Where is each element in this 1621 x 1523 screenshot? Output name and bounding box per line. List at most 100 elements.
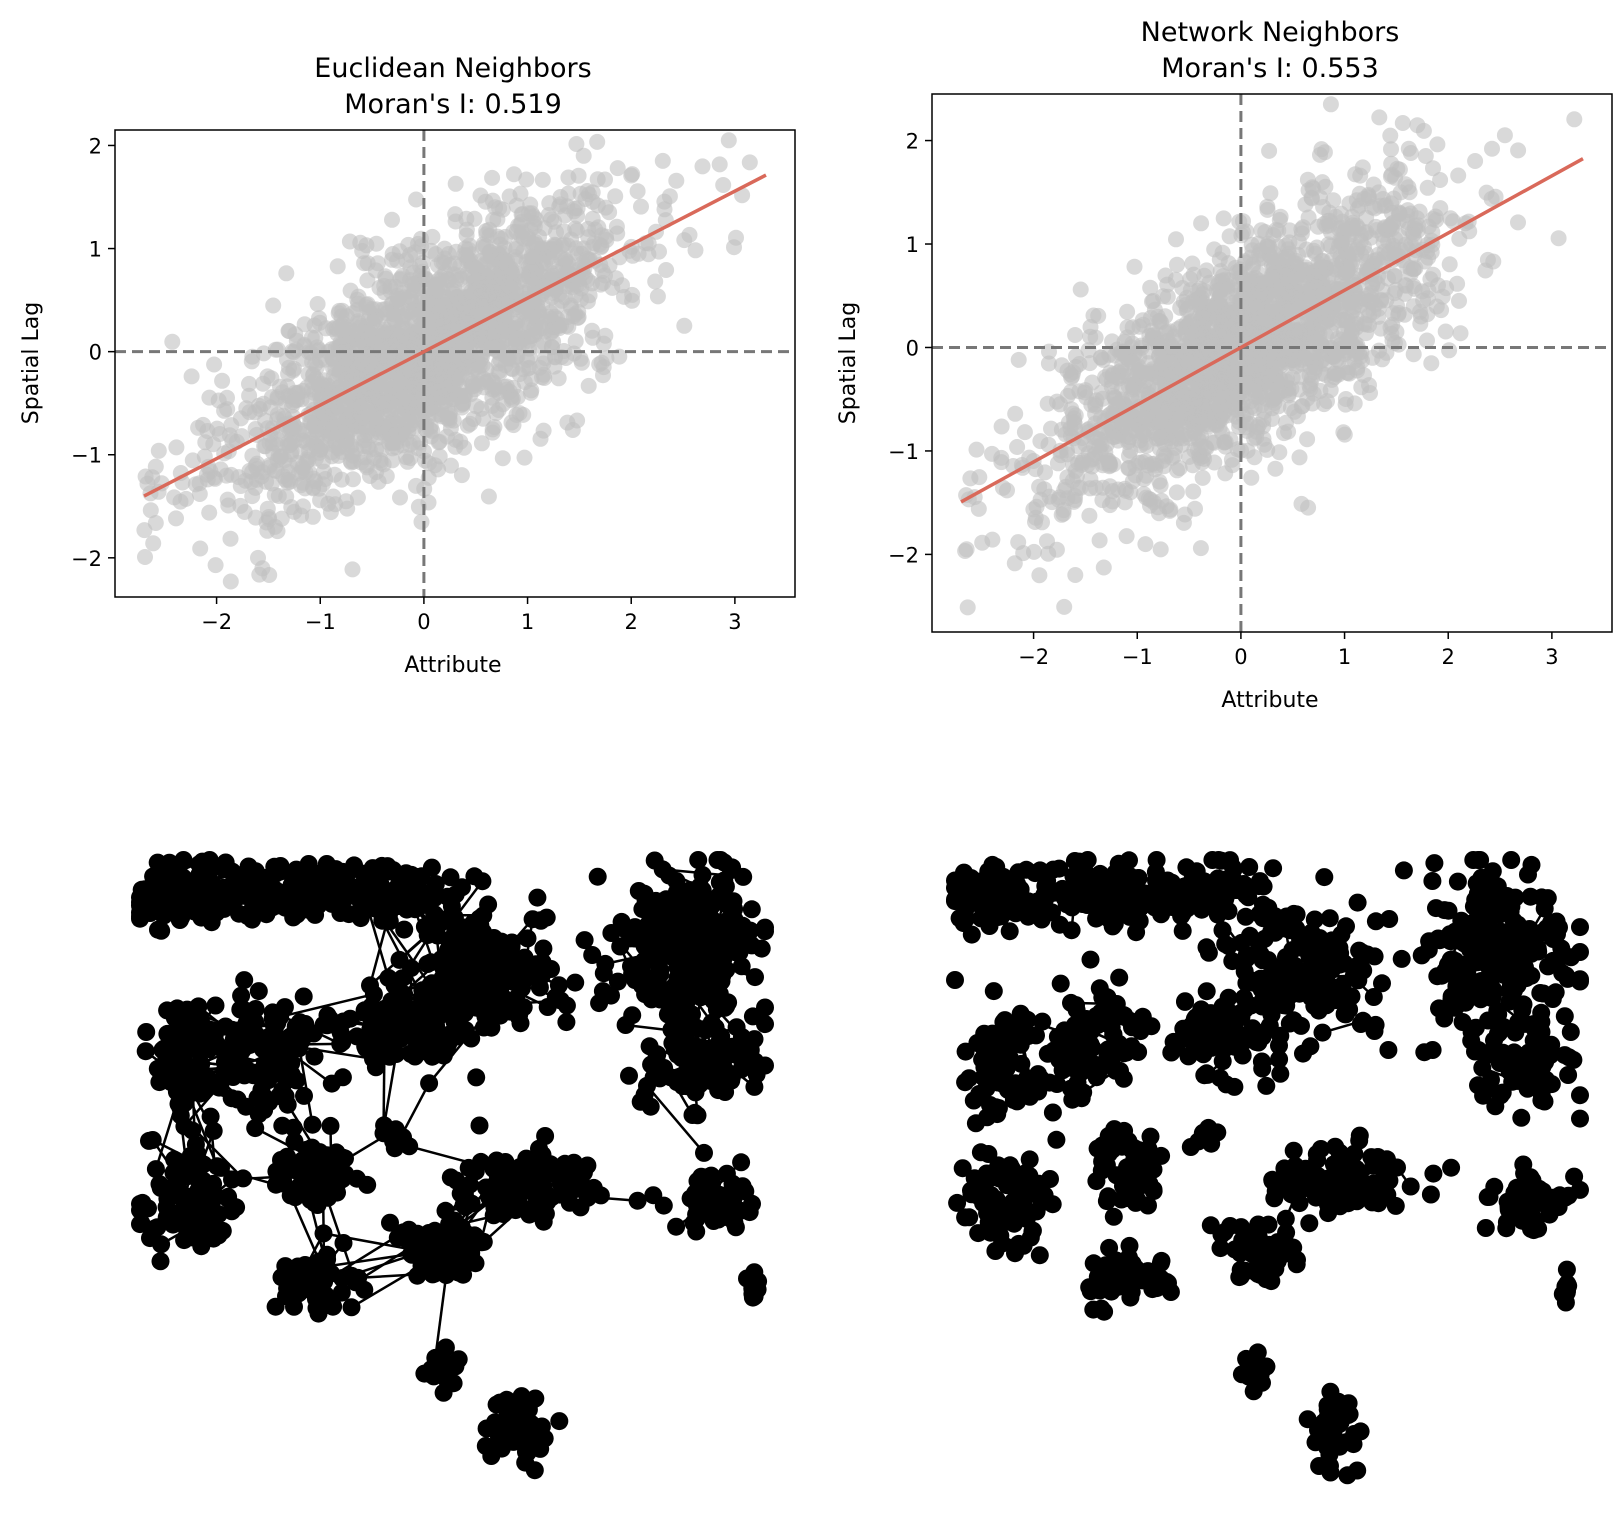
- data-point: [1313, 141, 1330, 158]
- data-point: [1217, 465, 1234, 482]
- chart-title: Network Neighbors: [1141, 17, 1400, 48]
- data-point: [1190, 382, 1207, 399]
- data-point: [1157, 427, 1174, 444]
- data-point: [1040, 355, 1057, 372]
- data-point: [993, 418, 1010, 435]
- data-point: [1100, 452, 1117, 469]
- data-point: [408, 191, 425, 208]
- data-point: [1341, 237, 1358, 254]
- data-point: [222, 573, 239, 590]
- data-point: [1318, 313, 1335, 330]
- data-point: [1072, 281, 1089, 298]
- data-point: [1323, 371, 1340, 388]
- data-point: [1010, 351, 1027, 368]
- data-point: [573, 354, 590, 371]
- data-point: [520, 360, 537, 377]
- data-point: [1122, 484, 1139, 501]
- graph-node: [297, 900, 316, 919]
- data-point: [1152, 413, 1169, 430]
- data-point: [1380, 245, 1397, 262]
- data-point: [1299, 431, 1316, 448]
- data-point: [1282, 268, 1299, 284]
- data-point: [191, 475, 208, 492]
- data-point: [325, 360, 341, 376]
- data-point: [507, 320, 524, 337]
- data-point: [206, 356, 223, 373]
- data-point: [1322, 238, 1339, 255]
- data-point: [550, 370, 567, 387]
- data-point: [984, 445, 1000, 462]
- data-point: [396, 289, 413, 306]
- graph-node: [265, 857, 284, 876]
- data-point: [254, 560, 271, 577]
- data-point: [426, 385, 443, 402]
- data-point: [1152, 541, 1169, 558]
- data-point: [1372, 197, 1389, 214]
- y-tick-label: 2: [906, 130, 919, 154]
- data-point: [1442, 210, 1459, 227]
- data-point: [518, 171, 535, 188]
- data-point: [358, 237, 375, 254]
- data-point: [287, 392, 304, 409]
- data-point: [1095, 351, 1112, 368]
- data-point: [1566, 111, 1583, 128]
- data-point: [1221, 228, 1238, 245]
- data-point: [480, 488, 497, 505]
- y-tick-label: −1: [888, 440, 919, 464]
- x-tick-label: −2: [201, 610, 232, 634]
- chart-title: Euclidean Neighbors: [314, 53, 591, 84]
- data-point: [1407, 260, 1424, 277]
- data-point: [1056, 598, 1073, 615]
- data-point: [356, 255, 373, 272]
- data-point: [519, 316, 536, 332]
- data-point: [1259, 201, 1276, 218]
- data-point: [974, 534, 991, 551]
- data-point: [424, 228, 441, 245]
- data-point: [384, 211, 400, 228]
- data-point: [1354, 159, 1371, 176]
- data-point: [164, 333, 181, 350]
- data-point: [484, 169, 501, 186]
- data-point: [367, 309, 384, 326]
- data-point: [1337, 391, 1354, 407]
- data-point: [597, 199, 614, 216]
- x-tick-label: 2: [1442, 645, 1455, 669]
- data-point: [325, 488, 342, 505]
- data-point: [309, 296, 326, 312]
- data-point: [278, 265, 295, 282]
- data-point: [1067, 567, 1084, 583]
- data-point: [1027, 514, 1043, 530]
- data-point: [1016, 424, 1033, 441]
- graph-node: [170, 909, 189, 928]
- data-point: [273, 510, 290, 527]
- data-point: [1313, 264, 1330, 281]
- data-point: [452, 270, 469, 287]
- data-point: [1168, 484, 1185, 501]
- data-point: [402, 259, 419, 276]
- data-point: [1400, 179, 1417, 196]
- data-point: [567, 306, 584, 322]
- data-point: [393, 369, 410, 386]
- data-point: [447, 431, 464, 448]
- data-point: [597, 171, 613, 188]
- x-tick-label: 2: [625, 610, 638, 634]
- data-point: [448, 243, 465, 260]
- data-point: [1275, 298, 1291, 315]
- data-point: [971, 469, 988, 486]
- data-point: [318, 433, 335, 450]
- data-point: [1244, 289, 1261, 306]
- data-point: [247, 404, 263, 421]
- data-point: [350, 288, 367, 305]
- data-point: [292, 425, 309, 442]
- data-point: [609, 160, 626, 177]
- data-point: [1510, 214, 1526, 231]
- data-point: [1259, 441, 1276, 458]
- data-point: [1109, 396, 1126, 413]
- data-point: [1269, 383, 1286, 399]
- data-point: [300, 365, 317, 382]
- data-point: [1223, 451, 1240, 468]
- data-point: [433, 355, 450, 372]
- data-point: [1451, 292, 1467, 309]
- data-point: [1137, 453, 1154, 470]
